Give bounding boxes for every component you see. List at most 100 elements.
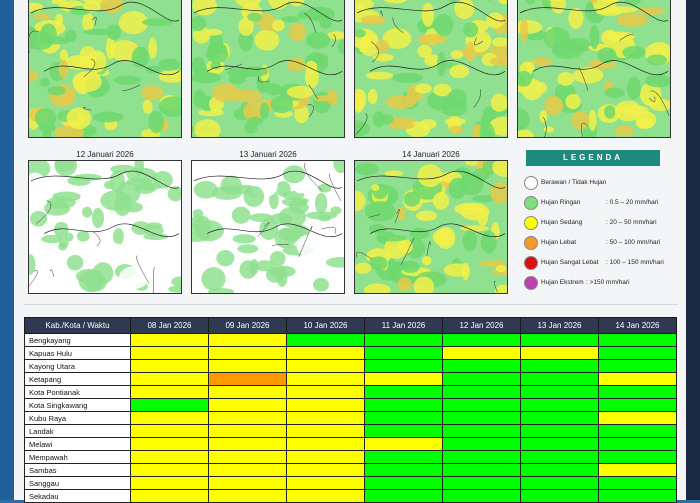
table-row: Ketapang (25, 373, 677, 386)
forecast-cell (209, 347, 287, 360)
region-name: Kayong Utara (25, 360, 131, 373)
region-name: Sekadau (25, 490, 131, 503)
forecast-cell (443, 490, 521, 503)
forecast-cell (131, 399, 209, 412)
map-panel-r1-1 (26, 0, 184, 140)
forecast-cell (287, 464, 365, 477)
forecast-cell (443, 360, 521, 373)
forecast-cell (521, 399, 599, 412)
region-name: Ketapang (25, 373, 131, 386)
forecast-cell (365, 412, 443, 425)
forecast-cell (209, 451, 287, 464)
forecast-cell (287, 347, 365, 360)
forecast-cell (599, 438, 677, 451)
forecast-cell (287, 373, 365, 386)
forecast-cell (209, 464, 287, 477)
right-edge-bar (686, 0, 700, 500)
table-row: Bengkayang (25, 334, 677, 347)
forecast-cell (443, 412, 521, 425)
table-row: Melawi (25, 438, 677, 451)
forecast-cell (131, 425, 209, 438)
forecast-cell (365, 425, 443, 438)
forecast-cell (131, 373, 209, 386)
forecast-cell (599, 347, 677, 360)
legend-swatch-icon (524, 236, 538, 250)
forecast-cell (209, 490, 287, 503)
date-header: 14 Jan 2026 (599, 318, 677, 334)
forecast-cell (599, 451, 677, 464)
legend-swatch-icon (524, 216, 538, 230)
region-name: Kota Singkawang (25, 399, 131, 412)
region-name: Kota Pontianak (25, 386, 131, 399)
rain-forecast-table: Kab./Kota / Waktu 08 Jan 2026 09 Jan 202… (24, 317, 677, 503)
region-name: Landak (25, 425, 131, 438)
region-name: Bengkayang (25, 334, 131, 347)
table-header-row: Kab./Kota / Waktu 08 Jan 2026 09 Jan 202… (25, 318, 677, 334)
forecast-cell (209, 334, 287, 347)
table-row: Kayong Utara (25, 360, 677, 373)
rain-map (28, 160, 182, 294)
rain-map (517, 0, 671, 138)
forecast-cell (443, 438, 521, 451)
legend-swatch-icon (524, 256, 538, 270)
table-row: Kota Pontianak (25, 386, 677, 399)
forecast-cell (131, 490, 209, 503)
rain-legend: LEGENDA Berawan / Tidak Hujan Hujan Ring… (518, 140, 668, 300)
section-divider (24, 304, 678, 305)
forecast-cell (599, 425, 677, 438)
forecast-cell (365, 477, 443, 490)
forecast-cell (209, 386, 287, 399)
rain-map (354, 0, 508, 138)
forecast-cell (443, 451, 521, 464)
table-corner-header: Kab./Kota / Waktu (25, 318, 131, 334)
forecast-cell (209, 425, 287, 438)
forecast-cell (209, 399, 287, 412)
forecast-cell (521, 438, 599, 451)
table-row: Kubu Raya (25, 412, 677, 425)
region-name: Kapuas Hulu (25, 347, 131, 360)
map-panel-13-jan: 13 Januari 2026 (189, 146, 347, 296)
forecast-cell (521, 373, 599, 386)
forecast-cell (521, 347, 599, 360)
forecast-cell (599, 490, 677, 503)
region-name: Kubu Raya (25, 412, 131, 425)
table-row: Sanggau (25, 477, 677, 490)
legend-swatch-icon (524, 196, 538, 210)
rain-map (354, 160, 508, 294)
forecast-cell (443, 399, 521, 412)
table-row: Mempawah (25, 451, 677, 464)
table-row: Landak (25, 425, 677, 438)
region-name: Melawi (25, 438, 131, 451)
region-name: Sambas (25, 464, 131, 477)
forecast-cell (365, 386, 443, 399)
forecast-cell (521, 425, 599, 438)
forecast-cell (521, 360, 599, 373)
forecast-cell (209, 477, 287, 490)
forecast-cell (599, 399, 677, 412)
forecast-cell (521, 412, 599, 425)
forecast-cell (443, 334, 521, 347)
forecast-cell (365, 360, 443, 373)
forecast-cell (443, 347, 521, 360)
date-header: 10 Jan 2026 (287, 318, 365, 334)
map-panel-14-jan: 14 Januari 2026 (352, 146, 510, 296)
forecast-cell (599, 477, 677, 490)
forecast-cell (365, 347, 443, 360)
forecast-cell (287, 490, 365, 503)
forecast-cell (365, 373, 443, 386)
forecast-cell (287, 334, 365, 347)
forecast-cell (365, 399, 443, 412)
map-panel-r1-3 (352, 0, 510, 140)
map-panel-12-jan: 12 Januari 2026 (26, 146, 184, 296)
forecast-cell (287, 399, 365, 412)
map-panel-r1-2 (189, 0, 347, 140)
date-header: 08 Jan 2026 (131, 318, 209, 334)
legend-swatch-icon (524, 276, 538, 290)
left-edge-bar (0, 0, 14, 500)
forecast-cell (131, 464, 209, 477)
forecast-cell (443, 386, 521, 399)
forecast-cell (131, 347, 209, 360)
region-name: Sanggau (25, 477, 131, 490)
date-header: 12 Jan 2026 (443, 318, 521, 334)
forecast-cell (599, 373, 677, 386)
